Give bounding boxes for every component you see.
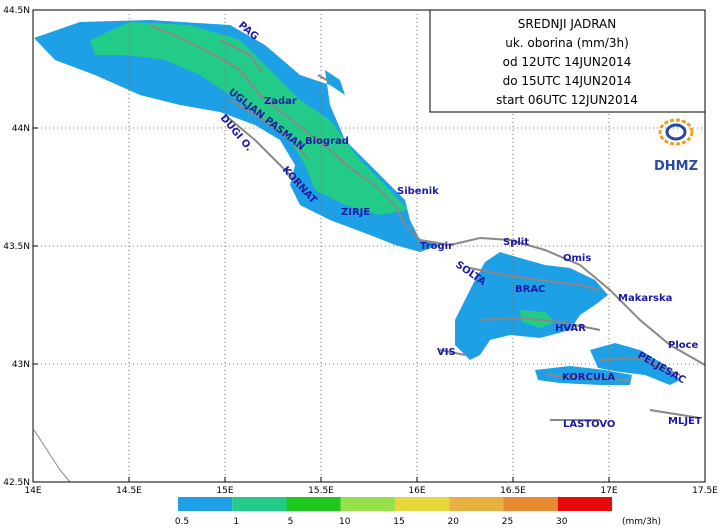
place-label: Biograd (305, 136, 349, 147)
place-label: Omis (563, 253, 591, 264)
x-tick-label: 17E (600, 486, 617, 496)
title-line: do 15UTC 14JUN2014 (503, 74, 632, 88)
legend-unit: (mm/3h) (622, 517, 661, 527)
legend-label: 25 (502, 517, 513, 527)
legend-swatch (557, 497, 612, 511)
title-line: uk. oborina (mm/3h) (505, 36, 629, 50)
legend-swatch (178, 497, 233, 511)
coast (219, 39, 701, 421)
coast (33, 429, 71, 483)
legend-label: 15 (393, 517, 404, 527)
legend-swatch (286, 497, 341, 511)
logo-text: DHMZ (654, 159, 698, 174)
x-tick-label: 15.5E (308, 486, 334, 496)
place-label: Ploce (668, 340, 699, 351)
precip-light (535, 366, 632, 385)
x-tick-label: 14E (24, 486, 41, 496)
coast (149, 24, 706, 366)
place-label: Split (503, 237, 529, 248)
logo-mark (665, 123, 687, 141)
legend-label: 20 (448, 517, 460, 527)
legend-label: 0.5 (175, 517, 189, 527)
place-label: Sibenik (397, 186, 439, 197)
x-tick-label: 16.5E (500, 486, 526, 496)
place-label: HVAR (555, 323, 586, 334)
legend: 0.5 1 5 10 15 20 25 30 (mm/3h) (175, 497, 661, 527)
x-tick-label: 14.5E (116, 486, 142, 496)
place-label: BRAC (515, 284, 545, 295)
coastline (33, 24, 706, 483)
place-label: Zadar (264, 96, 297, 107)
place-label: ZIRJE (341, 207, 370, 218)
y-tick-label: 43.5N (3, 242, 30, 252)
place-label: VIS (437, 347, 456, 358)
place-label: Trogir (420, 241, 453, 252)
y-tick-label: 43N (12, 360, 30, 370)
legend-label: 5 (288, 517, 294, 527)
y-tick-label: 42.5N (3, 478, 30, 488)
title-line: od 12UTC 14JUN2014 (503, 55, 632, 69)
y-tick-label: 44N (12, 124, 30, 134)
precip-light (590, 343, 680, 385)
logo-mark (658, 118, 694, 146)
logo: DHMZ (654, 118, 698, 174)
place-label: KORCULA (562, 372, 615, 383)
title: SREDNJI JADRAN uk. oborina (mm/3h) od 12UT… (496, 17, 638, 107)
legend-label: 1 (233, 517, 239, 527)
legend-swatch (395, 497, 450, 511)
precip-light (455, 252, 608, 360)
title-box (429, 9, 706, 113)
legend-swatch (232, 497, 287, 511)
grid: 14E 14.5E 15E 15.5E 16E 16.5E 17E 17.5E 44.5N 44N… (3, 6, 718, 496)
x-tick-label: 16E (408, 486, 425, 496)
x-tick-label: 15E (216, 486, 233, 496)
precip-mid (90, 22, 408, 215)
place-label: LASTOVO (563, 419, 615, 430)
legend-swatch (340, 497, 395, 511)
place-label: Makarska (618, 293, 672, 304)
y-tick-label: 44.5N (3, 6, 30, 16)
legend-swatch (503, 497, 558, 511)
legend-swatch (449, 497, 504, 511)
place-label: MLJET (668, 416, 702, 427)
title-line: start 06UTC 12JUN2014 (496, 93, 638, 107)
x-tick-label: 17.5E (692, 486, 718, 496)
title-line: SREDNJI JADRAN (518, 17, 616, 31)
legend-label: 30 (556, 517, 568, 527)
legend-label: 10 (339, 517, 351, 527)
